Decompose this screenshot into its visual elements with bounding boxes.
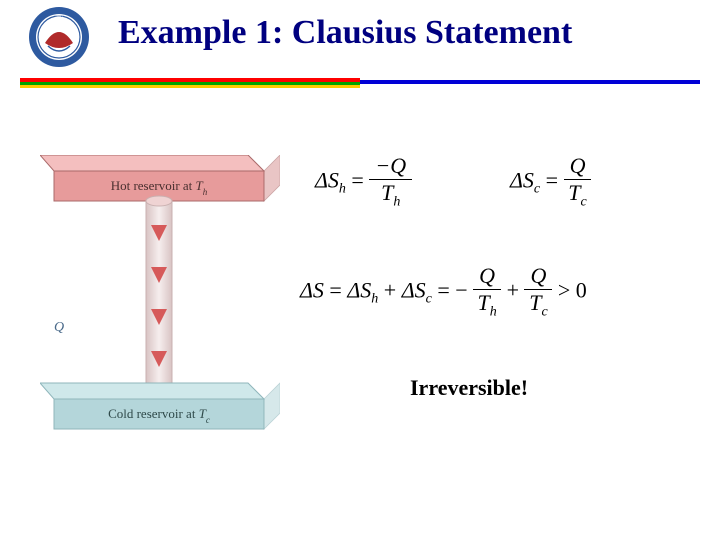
equation-dSc: ΔSc = Q Tc	[510, 155, 591, 209]
divider-rule	[20, 78, 700, 88]
equation-dS-total: ΔS = ΔSh + ΔSc = − Q Th + Q Tc > 0	[300, 265, 587, 319]
slide-title: Example 1: Clausius Statement	[118, 14, 572, 52]
irreversible-annotation: Irreversible!	[410, 375, 528, 401]
equation-dSh: ΔSh = −Q Th	[315, 155, 412, 209]
university-seal-icon: 1897	[28, 6, 90, 68]
cold-reservoir-label: Cold reservoir at	[108, 406, 199, 421]
cold-reservoir: Cold reservoir at Tc	[40, 383, 280, 429]
slide-header: 1897 Example 1: Clausius Statement	[0, 0, 720, 95]
heat-flow-diagram: Hot reservoir at Th	[40, 155, 280, 491]
heat-label: Q	[54, 320, 64, 336]
slide-body: Hot reservoir at Th	[0, 95, 720, 540]
hot-reservoir-label: Hot reservoir at	[111, 178, 196, 193]
svg-text:1897: 1897	[55, 14, 63, 19]
heat-flow-bar	[146, 196, 172, 383]
hot-reservoir: Hot reservoir at Th	[40, 155, 280, 201]
